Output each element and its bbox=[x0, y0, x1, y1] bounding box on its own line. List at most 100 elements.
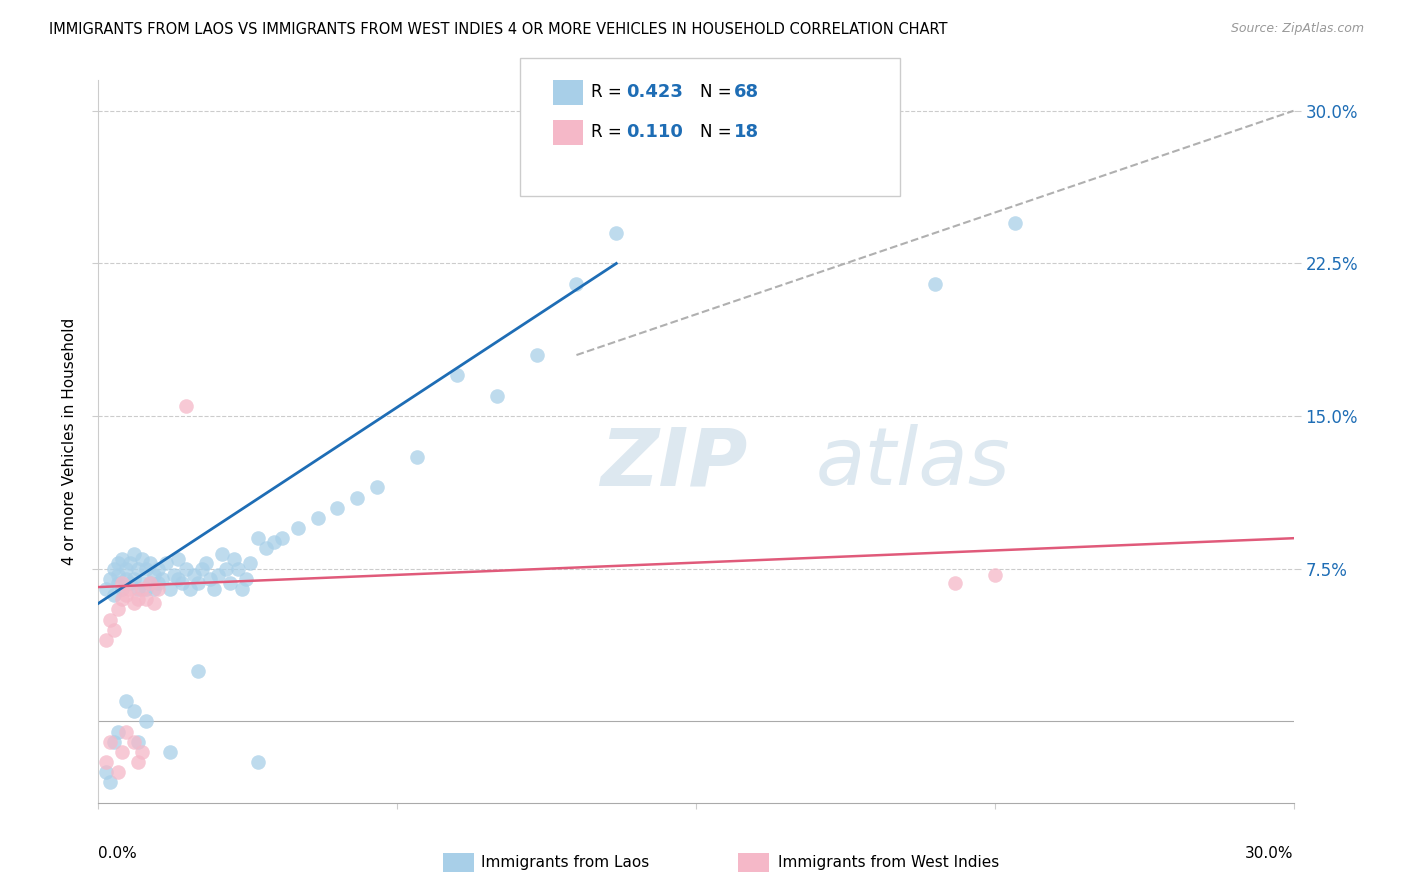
Point bbox=[96, 765, 118, 780]
Point bbox=[139, 576, 162, 591]
Point bbox=[131, 745, 153, 759]
Point bbox=[107, 724, 129, 739]
Text: ZIP: ZIP bbox=[600, 425, 748, 502]
Text: 0.0%: 0.0% bbox=[98, 847, 138, 861]
Point bbox=[124, 548, 146, 562]
Point bbox=[127, 582, 149, 596]
Point bbox=[174, 399, 197, 413]
Text: Immigrants from Laos: Immigrants from Laos bbox=[481, 855, 650, 870]
Point bbox=[96, 582, 118, 596]
Point bbox=[127, 755, 149, 769]
Point bbox=[98, 613, 122, 627]
Point bbox=[115, 588, 138, 602]
Point bbox=[135, 714, 157, 729]
Point bbox=[103, 562, 125, 576]
Point bbox=[148, 582, 170, 596]
Point bbox=[159, 582, 181, 596]
Point bbox=[127, 735, 149, 749]
Point bbox=[111, 592, 134, 607]
Point bbox=[943, 576, 966, 591]
Point bbox=[307, 511, 329, 525]
Point bbox=[98, 572, 122, 586]
Point bbox=[526, 348, 548, 362]
Point bbox=[115, 724, 138, 739]
Point bbox=[1004, 216, 1026, 230]
Point bbox=[131, 551, 153, 566]
Point bbox=[135, 582, 157, 596]
Point bbox=[124, 572, 146, 586]
Point bbox=[202, 582, 225, 596]
Point bbox=[226, 562, 249, 576]
Point bbox=[195, 556, 218, 570]
Text: Immigrants from West Indies: Immigrants from West Indies bbox=[778, 855, 998, 870]
Point bbox=[326, 500, 349, 515]
Point bbox=[103, 623, 125, 637]
Point bbox=[219, 576, 242, 591]
Point bbox=[124, 704, 146, 718]
Point bbox=[150, 572, 173, 586]
Point bbox=[124, 735, 146, 749]
Point bbox=[139, 576, 162, 591]
Point bbox=[148, 576, 170, 591]
Point bbox=[107, 602, 129, 616]
Text: 68: 68 bbox=[734, 83, 759, 101]
Text: Source: ZipAtlas.com: Source: ZipAtlas.com bbox=[1230, 22, 1364, 36]
Point bbox=[485, 389, 508, 403]
Point bbox=[111, 582, 134, 596]
Point bbox=[167, 572, 190, 586]
Point bbox=[159, 745, 181, 759]
Point bbox=[270, 531, 292, 545]
Point bbox=[239, 556, 262, 570]
Point bbox=[187, 664, 209, 678]
Point bbox=[96, 632, 118, 647]
Point bbox=[191, 562, 214, 576]
Point bbox=[346, 491, 368, 505]
Text: atlas: atlas bbox=[815, 425, 1011, 502]
Point bbox=[231, 582, 253, 596]
Text: IMMIGRANTS FROM LAOS VS IMMIGRANTS FROM WEST INDIES 4 OR MORE VEHICLES IN HOUSEH: IMMIGRANTS FROM LAOS VS IMMIGRANTS FROM … bbox=[49, 22, 948, 37]
Point bbox=[131, 582, 153, 596]
Point bbox=[139, 556, 162, 570]
Point bbox=[107, 576, 129, 591]
Point bbox=[155, 556, 177, 570]
Point bbox=[148, 562, 170, 576]
Point bbox=[183, 567, 205, 582]
Point bbox=[115, 572, 138, 586]
Point bbox=[187, 576, 209, 591]
Point bbox=[107, 567, 129, 582]
Point bbox=[174, 562, 197, 576]
Point bbox=[143, 596, 166, 610]
Point bbox=[98, 735, 122, 749]
Point bbox=[115, 694, 138, 708]
Point bbox=[107, 556, 129, 570]
Point bbox=[211, 548, 233, 562]
Point bbox=[215, 562, 238, 576]
Point bbox=[924, 277, 946, 291]
Point bbox=[98, 775, 122, 789]
Point bbox=[366, 480, 388, 494]
Point bbox=[984, 567, 1007, 582]
Text: 0.110: 0.110 bbox=[626, 123, 682, 141]
Text: R =: R = bbox=[591, 123, 621, 141]
Point bbox=[246, 531, 269, 545]
Point bbox=[254, 541, 277, 556]
Point bbox=[246, 755, 269, 769]
Point bbox=[565, 277, 588, 291]
Point bbox=[179, 582, 201, 596]
Text: N =: N = bbox=[700, 83, 731, 101]
Text: 30.0%: 30.0% bbox=[1246, 847, 1294, 861]
Point bbox=[143, 567, 166, 582]
Point bbox=[143, 582, 166, 596]
Point bbox=[111, 551, 134, 566]
Point bbox=[198, 572, 221, 586]
Point bbox=[115, 562, 138, 576]
Point bbox=[446, 368, 468, 383]
Point bbox=[163, 567, 186, 582]
Point bbox=[120, 576, 142, 591]
Point bbox=[605, 226, 627, 240]
Point bbox=[287, 521, 309, 535]
Point bbox=[167, 551, 190, 566]
Point bbox=[172, 576, 194, 591]
Point bbox=[103, 588, 125, 602]
Point bbox=[124, 596, 146, 610]
